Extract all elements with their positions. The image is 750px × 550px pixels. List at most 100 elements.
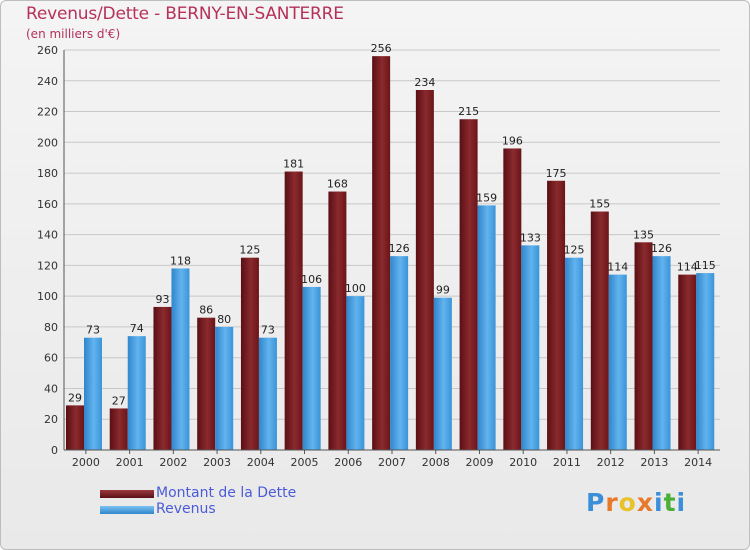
data-label-dette-2001: 27 bbox=[112, 394, 126, 407]
x-tick-label-2011: 2011 bbox=[553, 456, 581, 469]
bar-revenus-2000 bbox=[84, 337, 102, 450]
data-label-revenus-2009: 159 bbox=[476, 191, 497, 204]
bar-dette-2005 bbox=[284, 171, 303, 451]
bar-dette-2000 bbox=[66, 405, 84, 450]
bar-dette-2011 bbox=[547, 180, 566, 450]
x-tick-label-2014: 2014 bbox=[684, 456, 712, 469]
data-label-revenus-2005: 106 bbox=[301, 273, 322, 286]
bar-dette-2010 bbox=[503, 148, 522, 450]
data-label-revenus-2011: 125 bbox=[564, 244, 585, 257]
bar-revenus-2013 bbox=[652, 256, 671, 450]
y-tick-label: 40 bbox=[44, 382, 58, 395]
x-tick-label-2013: 2013 bbox=[640, 456, 668, 469]
data-label-dette-2011: 175 bbox=[546, 167, 567, 180]
logo-letter: o bbox=[618, 488, 637, 517]
y-tick-label: 240 bbox=[37, 75, 58, 88]
bar-dette-2013 bbox=[634, 242, 653, 450]
x-tick-label-2005: 2005 bbox=[291, 456, 319, 469]
y-tick-label: 220 bbox=[37, 106, 58, 119]
bar-revenus-2002 bbox=[171, 268, 190, 450]
data-label-revenus-2003: 80 bbox=[217, 313, 231, 326]
bar-revenus-2005 bbox=[302, 286, 321, 450]
bar-revenus-2012 bbox=[608, 274, 627, 450]
data-labels: 29 73 27 74 93 118 86 80 125 73 181 106 168 100 256 126… bbox=[68, 42, 716, 407]
y-tick-label: 260 bbox=[37, 44, 58, 57]
chart-title: Revenus/Dette - BERNY-EN-SANTERRE bbox=[26, 4, 344, 24]
data-label-dette-2003: 86 bbox=[199, 304, 213, 317]
data-label-dette-2009: 215 bbox=[458, 105, 479, 118]
bar-dette-2014 bbox=[678, 274, 697, 450]
data-label-revenus-2002: 118 bbox=[170, 254, 191, 267]
data-label-revenus-2000: 73 bbox=[86, 324, 100, 337]
bar-revenus-2001 bbox=[127, 336, 146, 450]
x-tick-label-2008: 2008 bbox=[422, 456, 450, 469]
x-tick-label-2012: 2012 bbox=[597, 456, 625, 469]
bar-dette-2008 bbox=[415, 90, 434, 450]
y-tick-label: 100 bbox=[37, 290, 58, 303]
x-tick-label-2002: 2002 bbox=[159, 456, 187, 469]
bar-dette-2012 bbox=[590, 211, 609, 450]
logo-letter: x bbox=[636, 488, 654, 517]
data-label-dette-2008: 234 bbox=[414, 76, 435, 89]
y-tick-label: 80 bbox=[44, 321, 58, 334]
bar-revenus-2011 bbox=[565, 257, 584, 450]
bar-revenus-2008 bbox=[433, 297, 452, 450]
y-tick-label: 140 bbox=[37, 229, 58, 242]
y-tick-label: 120 bbox=[37, 259, 58, 272]
x-tick-label-2000: 2000 bbox=[72, 456, 100, 469]
data-label-revenus-2006: 100 bbox=[345, 282, 366, 295]
logo-letter: i bbox=[676, 488, 687, 517]
data-label-dette-2006: 168 bbox=[327, 178, 348, 191]
bar-dette-2009 bbox=[459, 119, 478, 450]
logo-letter: r bbox=[605, 488, 619, 517]
data-label-dette-2012: 155 bbox=[589, 198, 610, 211]
bar-revenus-2004 bbox=[258, 337, 277, 450]
axes: 0 20 40 60 80 100 120 140 160 180 200 220 240 260 2000… bbox=[37, 44, 720, 469]
legend-swatch-dette bbox=[100, 490, 154, 498]
data-label-revenus-2012: 114 bbox=[607, 261, 628, 274]
y-tick-label: 200 bbox=[37, 136, 58, 149]
data-label-revenus-2013: 126 bbox=[651, 242, 672, 255]
x-tick-label-2004: 2004 bbox=[247, 456, 275, 469]
bar-dette-2006 bbox=[328, 191, 347, 451]
data-label-revenus-2010: 133 bbox=[520, 231, 541, 244]
proxiti-logo: Proxiti bbox=[586, 488, 686, 517]
y-tick-label: 0 bbox=[51, 444, 58, 457]
data-label-revenus-2001: 74 bbox=[130, 322, 144, 335]
bar-dette-2007 bbox=[372, 56, 391, 451]
legend-label-revenus: Revenus bbox=[156, 501, 216, 517]
bar-revenus-2014 bbox=[696, 273, 715, 450]
bar-revenus-2010 bbox=[521, 245, 540, 450]
legend-swatch-revenus bbox=[100, 506, 154, 514]
data-label-dette-2000: 29 bbox=[68, 391, 82, 404]
x-tick-label-2009: 2009 bbox=[465, 456, 493, 469]
bar-dette-2003 bbox=[197, 317, 216, 450]
data-label-dette-2013: 135 bbox=[633, 228, 654, 241]
data-label-dette-2007: 256 bbox=[371, 42, 392, 55]
logo-letter: t bbox=[663, 488, 677, 517]
data-label-dette-2010: 196 bbox=[502, 134, 523, 147]
bar-dette-2001 bbox=[109, 408, 128, 450]
legend-label-dette: Montant de la Dette bbox=[156, 485, 297, 501]
x-tick-label-2001: 2001 bbox=[116, 456, 144, 469]
data-label-revenus-2008: 99 bbox=[436, 284, 450, 297]
data-label-revenus-2007: 126 bbox=[389, 242, 410, 255]
data-label-revenus-2004: 73 bbox=[261, 324, 275, 337]
logo-letter: i bbox=[654, 488, 664, 517]
bar-revenus-2006 bbox=[346, 296, 365, 450]
bar-dette-2004 bbox=[240, 257, 259, 450]
bar-dette-2002 bbox=[153, 306, 172, 450]
data-label-dette-2002: 93 bbox=[155, 293, 169, 306]
y-tick-label: 20 bbox=[44, 413, 58, 426]
data-label-revenus-2014: 115 bbox=[695, 259, 716, 272]
y-tick-label: 180 bbox=[37, 167, 58, 180]
x-tick-label-2003: 2003 bbox=[203, 456, 231, 469]
y-tick-label: 160 bbox=[37, 198, 58, 211]
data-label-dette-2014: 114 bbox=[677, 261, 698, 274]
x-tick-label-2010: 2010 bbox=[509, 456, 537, 469]
bar-revenus-2009 bbox=[477, 205, 496, 450]
x-tick-label-2007: 2007 bbox=[378, 456, 406, 469]
y-tick-label: 60 bbox=[44, 352, 58, 365]
bar-revenus-2003 bbox=[215, 326, 234, 450]
